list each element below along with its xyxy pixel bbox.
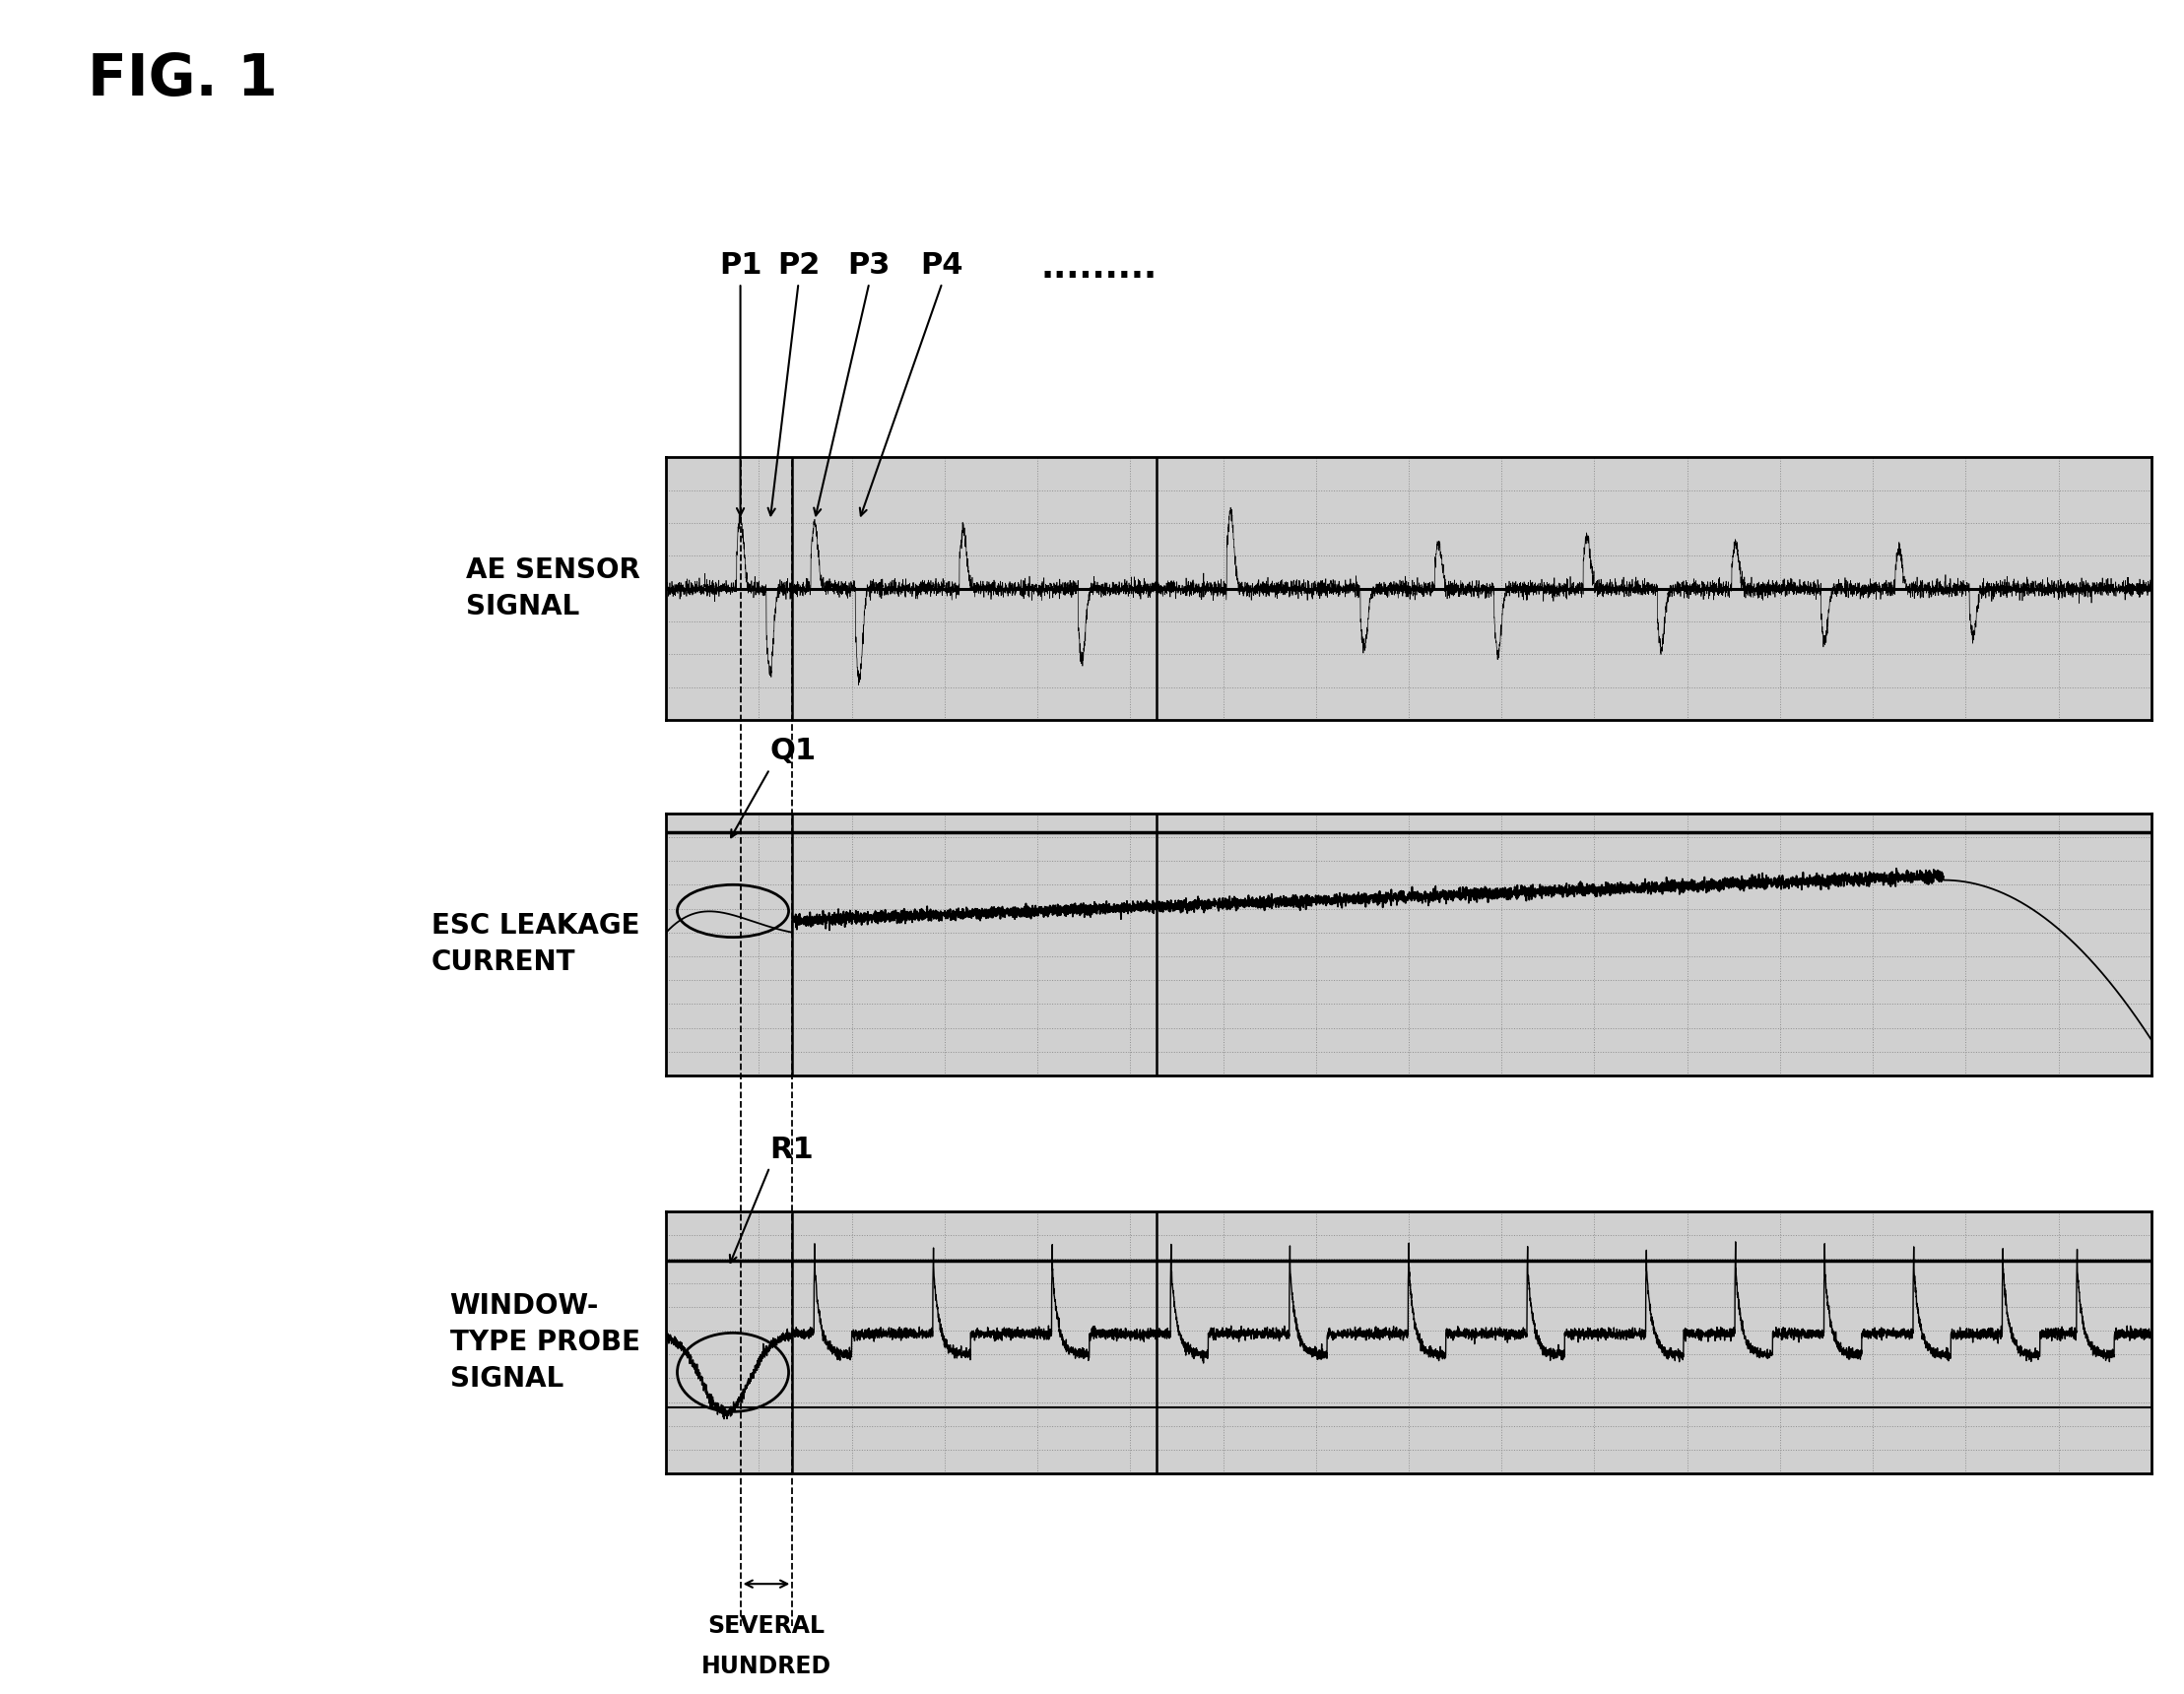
Text: R1: R1 (769, 1135, 815, 1164)
Text: FIG. 1: FIG. 1 (87, 51, 277, 107)
Text: Q1: Q1 (769, 737, 817, 766)
Text: SEVERAL: SEVERAL (708, 1614, 826, 1638)
Text: P2: P2 (778, 251, 819, 280)
Text: AE SENSOR
SIGNAL: AE SENSOR SIGNAL (465, 557, 640, 620)
Text: HUNDRED: HUNDRED (701, 1655, 832, 1679)
Text: .........: ......... (1040, 251, 1158, 285)
Text: WINDOW-
TYPE PROBE
SIGNAL: WINDOW- TYPE PROBE SIGNAL (450, 1293, 640, 1392)
Text: ESC LEAKAGE
CURRENT: ESC LEAKAGE CURRENT (432, 913, 640, 976)
Text: P3: P3 (847, 251, 891, 280)
Text: P4: P4 (922, 251, 963, 280)
Text: P1: P1 (719, 251, 762, 280)
